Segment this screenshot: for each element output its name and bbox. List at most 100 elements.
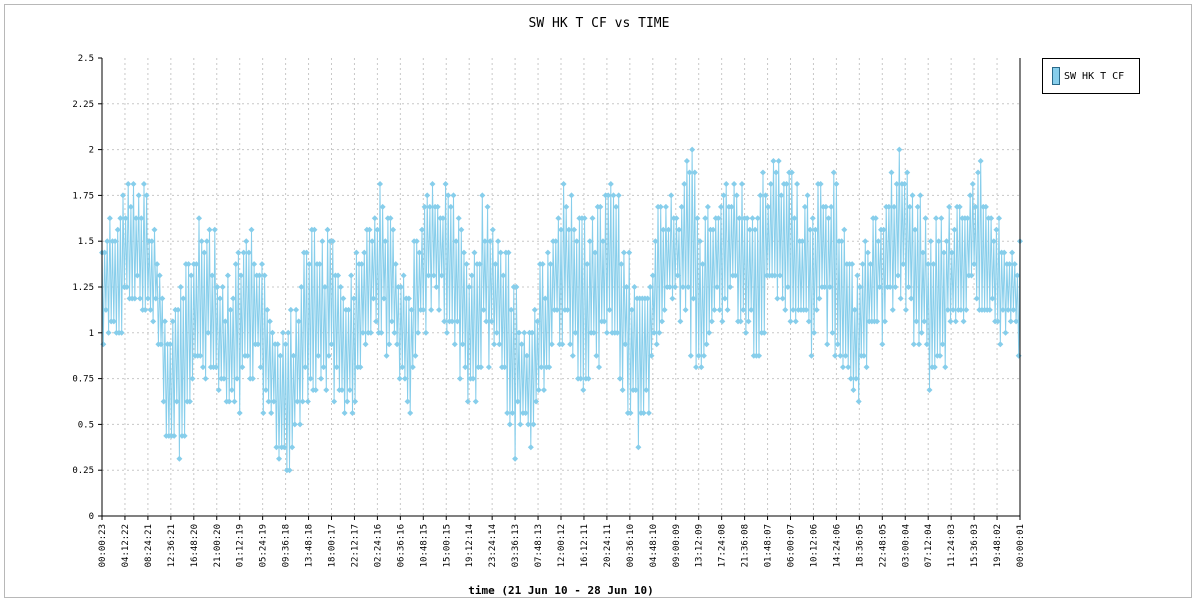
series-marker [742,329,749,336]
series-marker [690,295,697,302]
series-marker [677,318,684,325]
x-tick-label: 17:24:08 [718,524,728,567]
series-marker [919,249,926,256]
series-marker [118,329,125,336]
series-marker [188,272,195,279]
series-marker [220,375,227,382]
series-marker [493,329,500,336]
series-marker [487,238,494,245]
series-marker [211,226,218,233]
series-marker [424,192,431,199]
x-tick-label: 14:24:06 [832,524,842,567]
series-marker [935,238,942,245]
series-marker [703,341,710,348]
series-marker [669,295,676,302]
series-marker [180,295,187,302]
series-marker [737,318,744,325]
series-marker [294,398,301,405]
series-marker [142,306,149,313]
series-marker [771,272,778,279]
series-marker [698,364,705,371]
series-marker [674,272,681,279]
series-marker [453,238,460,245]
series-marker [104,238,111,245]
series-marker [676,226,683,233]
series-marker [560,180,567,187]
series-marker [491,341,498,348]
series-marker [653,341,660,348]
series-marker [264,306,271,313]
series-marker [458,226,465,233]
series-marker [202,375,209,382]
series-marker [822,203,829,210]
x-tick-label: 01:12:19 [236,524,246,567]
series-marker [512,455,519,462]
series-marker [370,295,377,302]
series-marker [282,341,289,348]
series-marker [382,238,389,245]
series-marker [436,306,443,313]
series-marker [399,364,406,371]
series-marker [765,203,772,210]
series-marker [565,226,572,233]
series-marker [345,306,352,313]
series-marker [855,398,862,405]
series-marker [828,203,835,210]
series-marker [344,398,351,405]
series-marker [990,238,997,245]
x-tick-label: 00:36:10 [626,524,636,567]
series-marker [933,215,940,222]
x-tick-label: 16:12:11 [580,524,590,567]
y-tick-label: 1.75 [72,191,94,201]
series-marker [495,238,502,245]
series-marker [454,318,461,325]
series-marker [623,284,630,290]
y-tick-label: 0.5 [78,420,94,430]
series-marker [185,261,192,268]
series-marker [199,364,206,371]
series-marker [279,329,286,336]
series-marker [468,272,475,279]
series-marker [383,352,390,359]
series-marker [994,318,1001,325]
x-tick-label: 15:36:03 [970,524,980,567]
series-marker [988,215,995,222]
series-marker [695,352,702,359]
series-marker [350,295,357,302]
series-marker [592,249,599,256]
series-marker [130,180,137,187]
series-marker [481,238,488,245]
series-marker [306,261,313,268]
series-marker [573,238,580,245]
series-marker [265,398,272,405]
series-marker [790,306,797,313]
series-marker [509,409,516,416]
series-marker [910,341,917,348]
series-marker [243,238,250,245]
series-marker [716,306,723,313]
series-marker [900,261,907,268]
series-marker [801,203,808,210]
series-marker [418,226,425,233]
series-marker [449,318,456,325]
series-marker [525,421,532,428]
series-marker [809,215,816,222]
series-marker [478,364,485,371]
series-marker [605,192,612,199]
series-marker [904,169,911,176]
x-tick-label: 01:48:07 [764,524,774,567]
series-marker [960,318,967,325]
series-marker [1001,249,1008,256]
series-marker [897,295,904,302]
series-marker [413,238,420,245]
series-marker [879,341,886,348]
series-marker [687,352,694,359]
series-marker [328,341,335,348]
series-marker [527,444,534,451]
series-marker [535,387,542,394]
series-marker [504,409,511,416]
series-marker [140,180,147,187]
series-marker [875,238,882,245]
series-marker [240,249,247,256]
series-marker [181,432,188,439]
